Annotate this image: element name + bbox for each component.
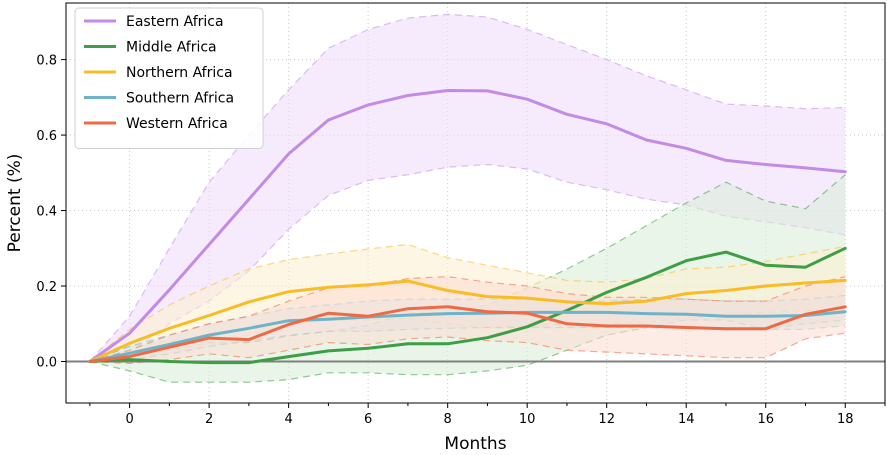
legend: Eastern Africa Middle Africa Northern Afri… — [74, 7, 264, 149]
y-tick-label: 0.0 — [36, 355, 57, 370]
confidence-bands — [89, 13, 846, 383]
x-axis-title: Months — [444, 434, 506, 454]
x-tick-label: 2 — [205, 412, 213, 427]
northern-africa-legend-label: Northern Africa — [126, 65, 233, 81]
western-africa-lower-bound — [89, 332, 846, 365]
eastern-africa-line — [88, 89, 847, 363]
western-africa-upper-bound — [89, 275, 846, 363]
x-tick-label: 10 — [519, 412, 536, 427]
y-tick-label: 0.2 — [36, 280, 57, 295]
legend-box — [74, 7, 264, 149]
x-tick-label: 8 — [444, 412, 452, 427]
y-tick-label: 0.6 — [36, 129, 57, 144]
series-lines — [88, 89, 847, 365]
eastern-africa-band — [89, 14, 846, 362]
y-tick-label: 0.4 — [36, 205, 57, 220]
x-tick-label: 12 — [598, 412, 615, 427]
middle-africa-line — [88, 246, 847, 365]
eastern-africa-upper-bound — [89, 13, 846, 362]
southern-africa-line — [88, 310, 847, 363]
middle-africa-legend-label: Middle Africa — [126, 40, 217, 56]
plot-frame — [65, 2, 886, 404]
x-tick-label: 0 — [125, 412, 133, 427]
middle-africa-band — [89, 174, 846, 383]
y-axis-title: Percent (%) — [5, 154, 25, 253]
x-tick-label: 14 — [678, 412, 695, 427]
northern-africa-upper-bound — [89, 243, 846, 362]
eastern-africa-lower-bound — [89, 163, 846, 363]
axis-ticks: 0 2 4 6 8 10 12 14 16 18 0.0 0.2 0.4 0.6 0.8 — [36, 54, 886, 427]
western-africa-line — [88, 305, 847, 363]
x-tick-label: 4 — [285, 412, 293, 427]
x-tick-label: 16 — [757, 412, 774, 427]
y-tick-label: 0.8 — [36, 54, 57, 69]
eastern-africa-legend-label: Eastern Africa — [126, 14, 224, 30]
western-africa-legend-label: Western Africa — [126, 116, 228, 132]
x-tick-label: 18 — [837, 412, 854, 427]
northern-africa-line — [88, 278, 847, 363]
x-tick-label: 6 — [364, 412, 372, 427]
southern-africa-legend-label: Southern Africa — [126, 91, 234, 107]
